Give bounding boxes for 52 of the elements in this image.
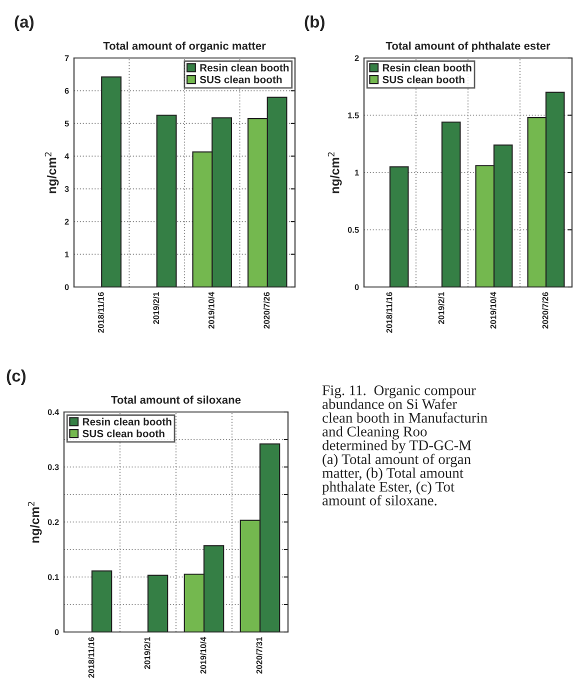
x-tick-label: 2019/2/1 bbox=[438, 292, 444, 324]
y-tick-label: 4 bbox=[64, 153, 70, 160]
y-tick-label: 0.4 bbox=[48, 409, 60, 416]
y-axis-title: ng/cm$^{2}$ bbox=[44, 152, 59, 194]
text: (b) bbox=[304, 15, 324, 31]
x-tick-label: 2020/7/31 bbox=[256, 637, 262, 674]
chart-title: Total amount of phthalate ester bbox=[386, 42, 550, 52]
x-tick-label: 2020/7/26 bbox=[542, 292, 548, 329]
bar bbox=[156, 114, 177, 287]
text: (a) bbox=[14, 15, 34, 31]
y-tick-label: 5 bbox=[64, 120, 69, 127]
text: (c) bbox=[6, 369, 26, 385]
bar bbox=[101, 76, 122, 287]
bar bbox=[147, 574, 168, 632]
y-axis-title: ng/cm$^{2}$ bbox=[28, 502, 42, 543]
y-tick-label: 3 bbox=[64, 186, 69, 192]
legend-label: SUS clean booth bbox=[382, 76, 464, 84]
legend-label: SUS clean booth bbox=[200, 76, 282, 84]
bar bbox=[91, 570, 112, 632]
y-axis-title: ng/cm$^{2}$ bbox=[328, 152, 342, 194]
x-tick-label: 2018/11/16 bbox=[386, 292, 392, 333]
y-tick-label: 7 bbox=[64, 55, 69, 62]
y-tick-label: 0.1 bbox=[48, 574, 59, 580]
legend-label: Resin clean booth bbox=[82, 418, 172, 426]
y-tick-label: 1.5 bbox=[348, 112, 359, 118]
y-tick-label: 2 bbox=[64, 218, 69, 225]
y-tick-label: 0.3 bbox=[48, 464, 59, 470]
chart-title: Total amount of siloxane bbox=[111, 396, 241, 404]
text: Fig. 11. Organic compour abundance on Si Wafer clean booth in Manufacturin and Cleaning Roo determined by TD-GC-M (a) Total amount of organ matter, (b) Total amount phthalate Ester, (c) Tot amount of siloxane. bbox=[322, 385, 488, 506]
x-tick-label: 2020/7/26 bbox=[263, 292, 270, 329]
bar bbox=[389, 166, 409, 287]
x-tick-label: 2019/10/4 bbox=[200, 636, 206, 674]
x-tick-label: 2018/11/16 bbox=[88, 637, 94, 678]
x-tick-label: 2019/10/4 bbox=[208, 292, 214, 329]
y-tick-label: 1 bbox=[65, 252, 69, 258]
y-tick-label: 2 bbox=[354, 55, 359, 62]
y-tick-label: 6 bbox=[64, 88, 69, 94]
legend-label: SUS clean booth bbox=[82, 430, 164, 438]
y-tick-label: 0 bbox=[64, 284, 69, 290]
legend-label: Resin clean booth bbox=[200, 64, 289, 72]
y-tick-label: 0.5 bbox=[348, 226, 359, 233]
x-tick-label: 2018/11/16 bbox=[98, 292, 104, 333]
bar bbox=[441, 122, 461, 287]
x-tick-label: 2019/2/1 bbox=[144, 637, 150, 670]
y-tick-label: 0.2 bbox=[48, 519, 59, 526]
chart-title: Total amount of organic matter bbox=[103, 42, 266, 52]
y-tick-label: 1 bbox=[355, 170, 359, 176]
y-tick-label: 0 bbox=[354, 284, 359, 290]
x-tick-label: 2019/10/4 bbox=[490, 292, 496, 329]
x-tick-label: 2019/2/1 bbox=[152, 292, 160, 324]
legend-label: Resin clean booth bbox=[382, 64, 472, 72]
y-tick-label: 0 bbox=[54, 629, 59, 636]
